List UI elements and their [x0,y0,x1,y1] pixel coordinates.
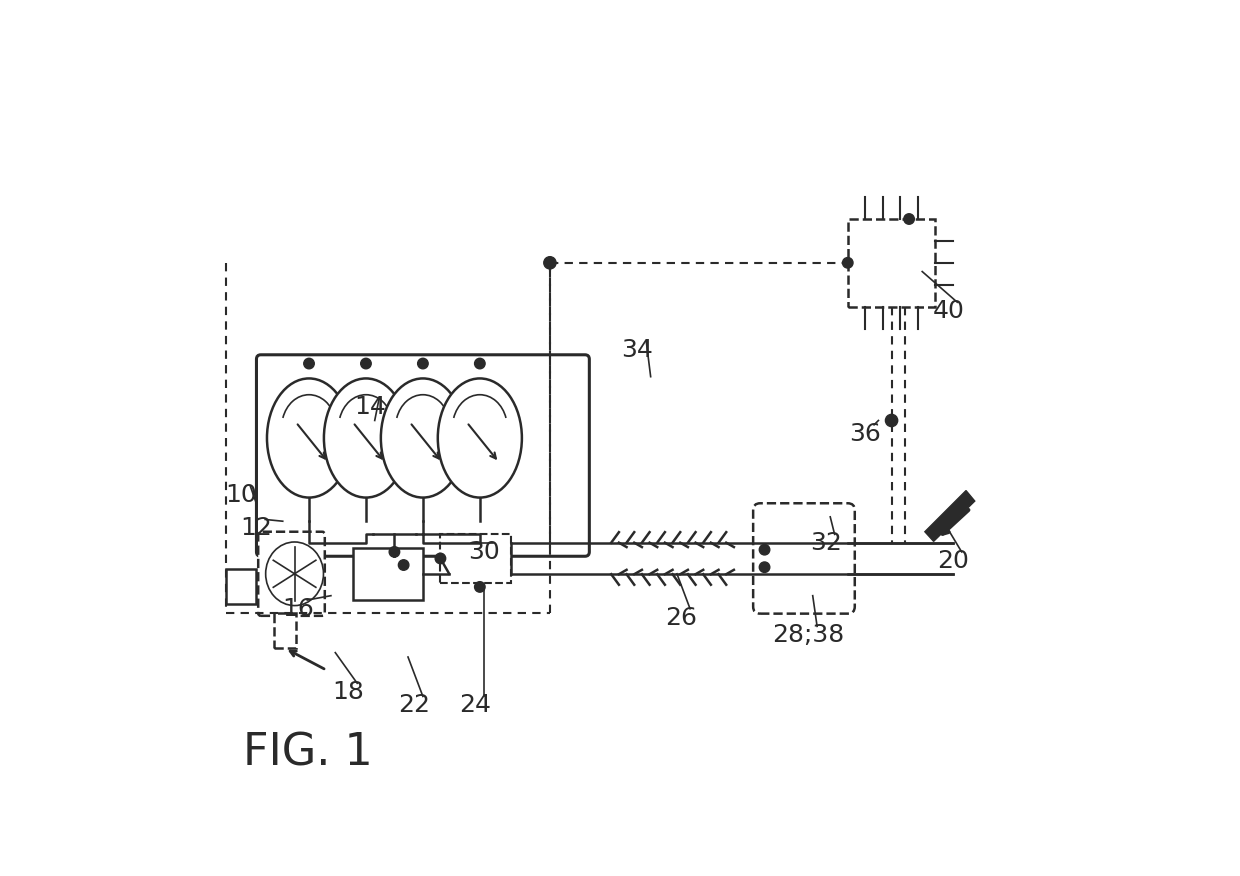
Circle shape [304,358,314,369]
Circle shape [904,214,914,224]
Ellipse shape [265,542,324,605]
Text: 30: 30 [469,540,500,564]
Text: FIG. 1: FIG. 1 [243,731,373,775]
Text: 24: 24 [460,693,491,717]
Text: 32: 32 [810,531,842,555]
Circle shape [759,562,770,573]
Circle shape [759,544,770,555]
Text: 18: 18 [332,680,365,704]
Bar [353,548,423,600]
Bar [848,219,935,307]
Text: 16: 16 [283,597,315,621]
Circle shape [398,560,409,570]
Bar [226,569,257,604]
Circle shape [361,358,371,369]
FancyBboxPatch shape [753,503,854,613]
Ellipse shape [438,378,522,498]
Text: 26: 26 [666,605,697,630]
Ellipse shape [381,378,465,498]
Circle shape [435,554,445,564]
FancyBboxPatch shape [258,532,325,616]
Circle shape [475,358,485,369]
Bar [274,613,296,648]
Ellipse shape [267,378,351,498]
Text: 22: 22 [398,693,430,717]
Text: 28;38: 28;38 [773,623,844,647]
Text: 40: 40 [932,299,965,323]
Circle shape [418,358,428,369]
Circle shape [544,257,556,269]
FancyBboxPatch shape [257,355,589,556]
Text: 36: 36 [849,421,882,446]
Text: 12: 12 [241,516,273,540]
Text: 20: 20 [937,548,968,573]
Text: 10: 10 [226,483,258,507]
Text: 14: 14 [355,395,387,420]
Bar [440,534,511,583]
Circle shape [475,582,485,592]
Polygon shape [925,491,975,541]
Circle shape [842,258,853,268]
Text: 34: 34 [621,338,653,363]
Ellipse shape [324,378,408,498]
Circle shape [389,547,399,557]
Circle shape [885,414,898,427]
